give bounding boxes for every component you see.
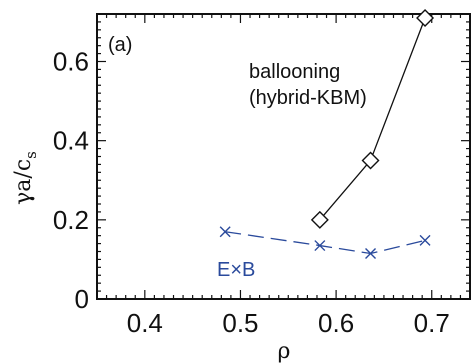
y-tick-label: 0.6	[53, 47, 89, 77]
x-marker	[365, 247, 377, 259]
x-tick-label: 0.6	[318, 308, 354, 338]
y-axis-title-main: γa/c	[11, 159, 36, 205]
diamond-marker	[361, 151, 380, 170]
tick-labels: 0.4 0.5 0.6 0.7 0 0.2 0.4 0.6	[53, 47, 450, 339]
annotation-ballooning-line-2: (hybrid-KBM)	[249, 87, 367, 109]
data-series	[219, 8, 435, 259]
diamond-marker	[416, 8, 435, 27]
y-axis-title: γa/cs	[11, 151, 40, 205]
series-1-line	[225, 231, 426, 255]
x-marker	[219, 226, 231, 238]
x-marker	[419, 234, 431, 246]
diamond-marker	[310, 210, 329, 229]
x-axis-title: ρ	[278, 339, 291, 364]
plot-area	[96, 13, 471, 300]
x-marker	[314, 240, 326, 252]
annotation-exb: E×B	[217, 259, 255, 281]
x-tick-label: 0.5	[222, 308, 258, 338]
series-0-line	[319, 17, 426, 221]
panel-label: (a)	[108, 34, 132, 56]
y-tick-label: 0.2	[53, 205, 89, 235]
annotation-ballooning-line-1: ballooning	[249, 61, 340, 83]
axis-ticks	[96, 13, 471, 300]
y-axis-title-subscript: s	[22, 151, 40, 159]
x-tick-label: 0.4	[127, 308, 163, 338]
y-tick-label: 0.4	[53, 126, 89, 156]
y-tick-label: 0	[75, 284, 89, 314]
plot-frame	[96, 13, 471, 300]
x-tick-label: 0.7	[414, 308, 450, 338]
